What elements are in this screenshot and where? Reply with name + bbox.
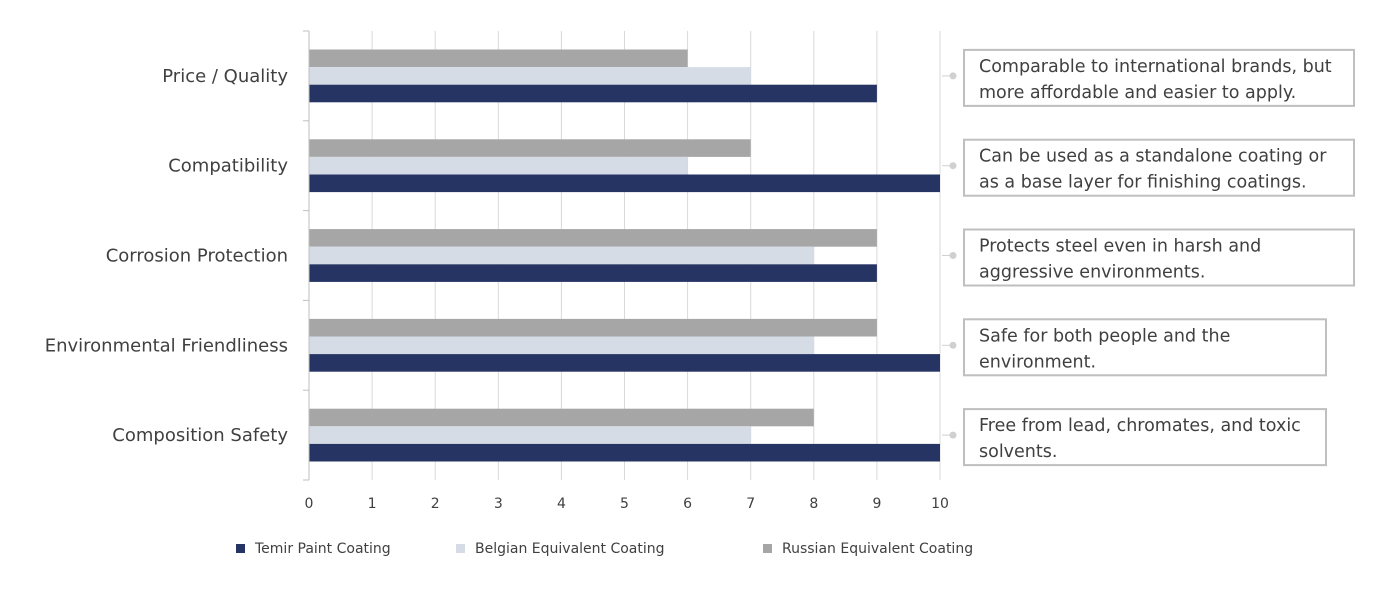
bar — [309, 336, 814, 355]
annotations: Comparable to international brands, but … — [942, 48, 1355, 467]
bar — [309, 84, 877, 103]
legend-label: Temir Paint Coating — [254, 541, 391, 557]
annotation-box — [963, 48, 1355, 107]
tick-labels: 0 1 2 3 4 5 6 7 8 9 10 — [305, 496, 949, 512]
annotation-box — [963, 318, 1327, 377]
annotation-text: solvents. — [979, 442, 1057, 462]
annotation-text: Can be used as a standalone coating or — [979, 147, 1327, 167]
axes — [303, 30, 310, 481]
legend-swatch — [456, 544, 465, 553]
annotation-dot — [949, 341, 957, 349]
bar — [309, 354, 940, 372]
legend: Temir Paint Coating Belgian Equivalent Co… — [236, 541, 973, 557]
annotation-text: as a base layer for finishing coatings. — [979, 173, 1307, 193]
x-tick-label: 4 — [557, 496, 566, 512]
bar — [309, 318, 877, 337]
legend-swatch — [236, 544, 245, 553]
category-label: Corrosion Protection — [106, 246, 288, 267]
annotation-text: Comparable to international brands, but — [979, 57, 1332, 77]
x-tick-label: 1 — [368, 496, 377, 512]
annotation-text: Protects steel even in harsh and — [979, 237, 1261, 257]
x-tick-label: 5 — [620, 496, 629, 512]
bar — [309, 426, 751, 444]
category-label: Environmental Friendliness — [45, 335, 288, 356]
bar — [309, 139, 751, 157]
bar — [309, 174, 940, 193]
annotation-dot — [949, 252, 957, 259]
bar — [309, 246, 814, 265]
bar — [309, 229, 877, 247]
bar — [309, 443, 940, 462]
category-label: Price / Quality — [162, 66, 288, 87]
category-label: Composition Safety — [112, 425, 288, 446]
annotation-text: aggressive environments. — [979, 263, 1205, 283]
x-tick-label: 8 — [809, 496, 818, 512]
category-label: Compatibility — [168, 156, 288, 177]
annotation-text: Free from lead, chromates, and toxic — [979, 416, 1301, 436]
bar — [309, 67, 751, 85]
x-tick-label: 3 — [494, 496, 503, 512]
annotation-box — [963, 408, 1327, 467]
x-tick-label: 10 — [931, 496, 949, 512]
annotation-dot — [949, 72, 957, 80]
x-tick-label: 6 — [683, 496, 692, 512]
annotation-text: Safe for both people and the — [979, 326, 1230, 346]
bar — [309, 49, 688, 68]
bars — [309, 49, 940, 462]
annotation-dot — [949, 431, 957, 439]
legend-label: Belgian Equivalent Coating — [475, 541, 665, 557]
x-tick-label: 9 — [872, 496, 881, 512]
x-tick-label: 0 — [305, 496, 314, 512]
annotation-box — [963, 228, 1355, 287]
annotation-text: environment. — [979, 352, 1096, 372]
bar — [309, 264, 877, 282]
legend-swatch — [763, 544, 772, 553]
annotation-box — [963, 138, 1355, 197]
annotation-dot — [949, 162, 957, 170]
legend-label: Russian Equivalent Coating — [782, 541, 973, 557]
x-tick-label: 7 — [746, 496, 755, 512]
bar — [309, 408, 814, 427]
bar — [309, 156, 688, 175]
category-labels: Price / Quality Compatibility Corrosion Pr… — [45, 66, 289, 446]
x-tick-label: 2 — [431, 496, 440, 512]
annotation-text: more affordable and easier to apply. — [979, 83, 1296, 103]
